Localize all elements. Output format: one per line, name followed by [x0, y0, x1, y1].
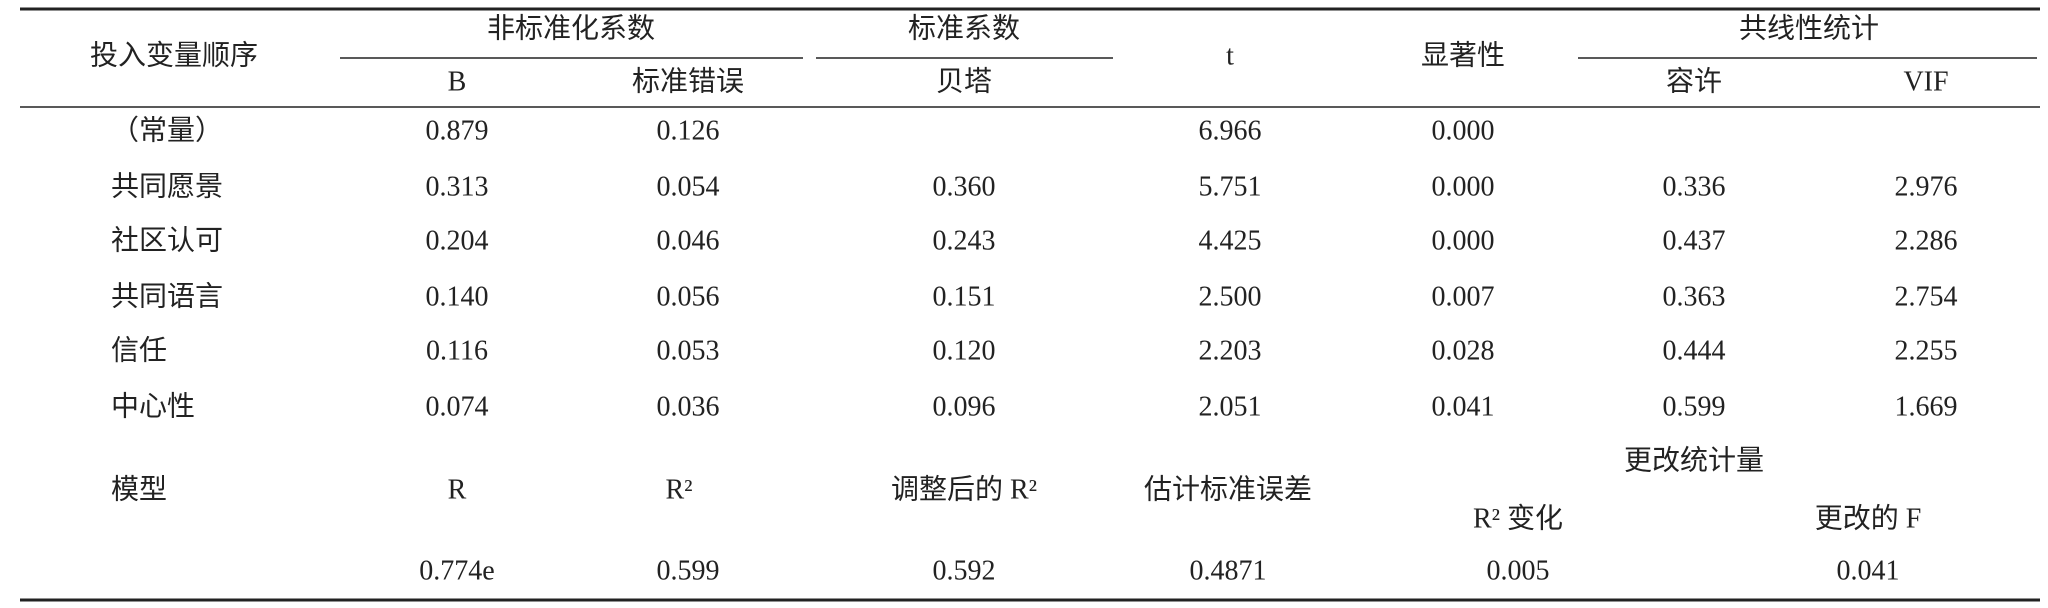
header-cell: VIF: [1903, 66, 1948, 97]
cell: 4.425: [1199, 225, 1262, 256]
cell: 0.036: [657, 391, 720, 422]
model-value: 0.041: [1837, 555, 1900, 586]
model-value: 0.4871: [1190, 555, 1267, 586]
header-cell: t: [1226, 40, 1234, 71]
cell: 0.056: [657, 281, 720, 312]
header-cell: 标准错误: [632, 65, 744, 97]
cell: 0.116: [426, 335, 488, 366]
cell: 0.243: [933, 225, 996, 256]
model-header: 估计标准误差: [1144, 473, 1312, 505]
row-label: （常量）: [111, 114, 223, 146]
cell: 0.126: [657, 115, 720, 146]
cell: 0.363: [1663, 281, 1726, 312]
header-cell: 投入变量顺序: [90, 39, 258, 71]
cell: 5.751: [1199, 171, 1262, 202]
header-cell: 标准系数: [908, 12, 1020, 44]
row-label: 共同语言: [111, 280, 223, 312]
header-cell: 容许: [1666, 65, 1722, 97]
model-value: 0.774e: [419, 555, 494, 586]
header-cell: 非标准化系数: [487, 12, 655, 44]
cell: 6.966: [1199, 115, 1262, 146]
model-header: R: [448, 474, 467, 505]
cell: 2.754: [1895, 281, 1958, 312]
cell: 0.879: [426, 115, 489, 146]
cell: 0.151: [933, 281, 996, 312]
model-value: 0.592: [933, 555, 996, 586]
model-header: R² 变化: [1473, 502, 1563, 534]
cell: 2.203: [1199, 335, 1262, 366]
cell: 0.140: [426, 281, 489, 312]
cell: 2.976: [1895, 171, 1958, 202]
cell: 0.360: [933, 171, 996, 202]
cell: 2.051: [1199, 391, 1262, 422]
cell: 0.053: [657, 335, 720, 366]
cell: 0.028: [1432, 335, 1495, 366]
model-header: 模型: [111, 473, 167, 505]
header-cell: 共线性统计: [1739, 12, 1879, 44]
cell: 2.500: [1199, 281, 1262, 312]
cell: 0.041: [1432, 391, 1495, 422]
cell: 0.046: [657, 225, 720, 256]
cell: 0.000: [1432, 115, 1495, 146]
cell: 0.000: [1432, 225, 1495, 256]
model-header: R²: [665, 474, 692, 505]
cell: 0.204: [426, 225, 489, 256]
model-value: 0.599: [657, 555, 720, 586]
cell: 0.000: [1432, 171, 1495, 202]
cell: 0.096: [933, 391, 996, 422]
cell: 0.054: [657, 171, 720, 202]
cell: 0.599: [1663, 391, 1726, 422]
cell: 0.007: [1432, 281, 1495, 312]
model-header: 调整后的 R²: [891, 473, 1037, 505]
cell: 0.437: [1663, 225, 1726, 256]
row-label: 共同愿景: [111, 170, 223, 202]
cell: 0.120: [933, 335, 996, 366]
cell: 0.313: [426, 171, 489, 202]
row-label: 信任: [111, 334, 167, 366]
cell: 0.074: [426, 391, 489, 422]
header-cell: B: [448, 66, 467, 97]
row-label: 社区认可: [111, 224, 223, 256]
cell: 2.255: [1895, 335, 1958, 366]
header-cell: 贝塔: [936, 65, 992, 97]
header-cell: 显著性: [1421, 39, 1505, 71]
cell: 2.286: [1895, 225, 1958, 256]
cell: 1.669: [1895, 391, 1958, 422]
model-header: 更改的 F: [1815, 502, 1922, 534]
cell: 0.336: [1663, 171, 1726, 202]
row-label: 中心性: [111, 390, 195, 422]
model-value: 0.005: [1487, 555, 1550, 586]
cell: 0.444: [1663, 335, 1726, 366]
model-header: 更改统计量: [1624, 444, 1764, 476]
